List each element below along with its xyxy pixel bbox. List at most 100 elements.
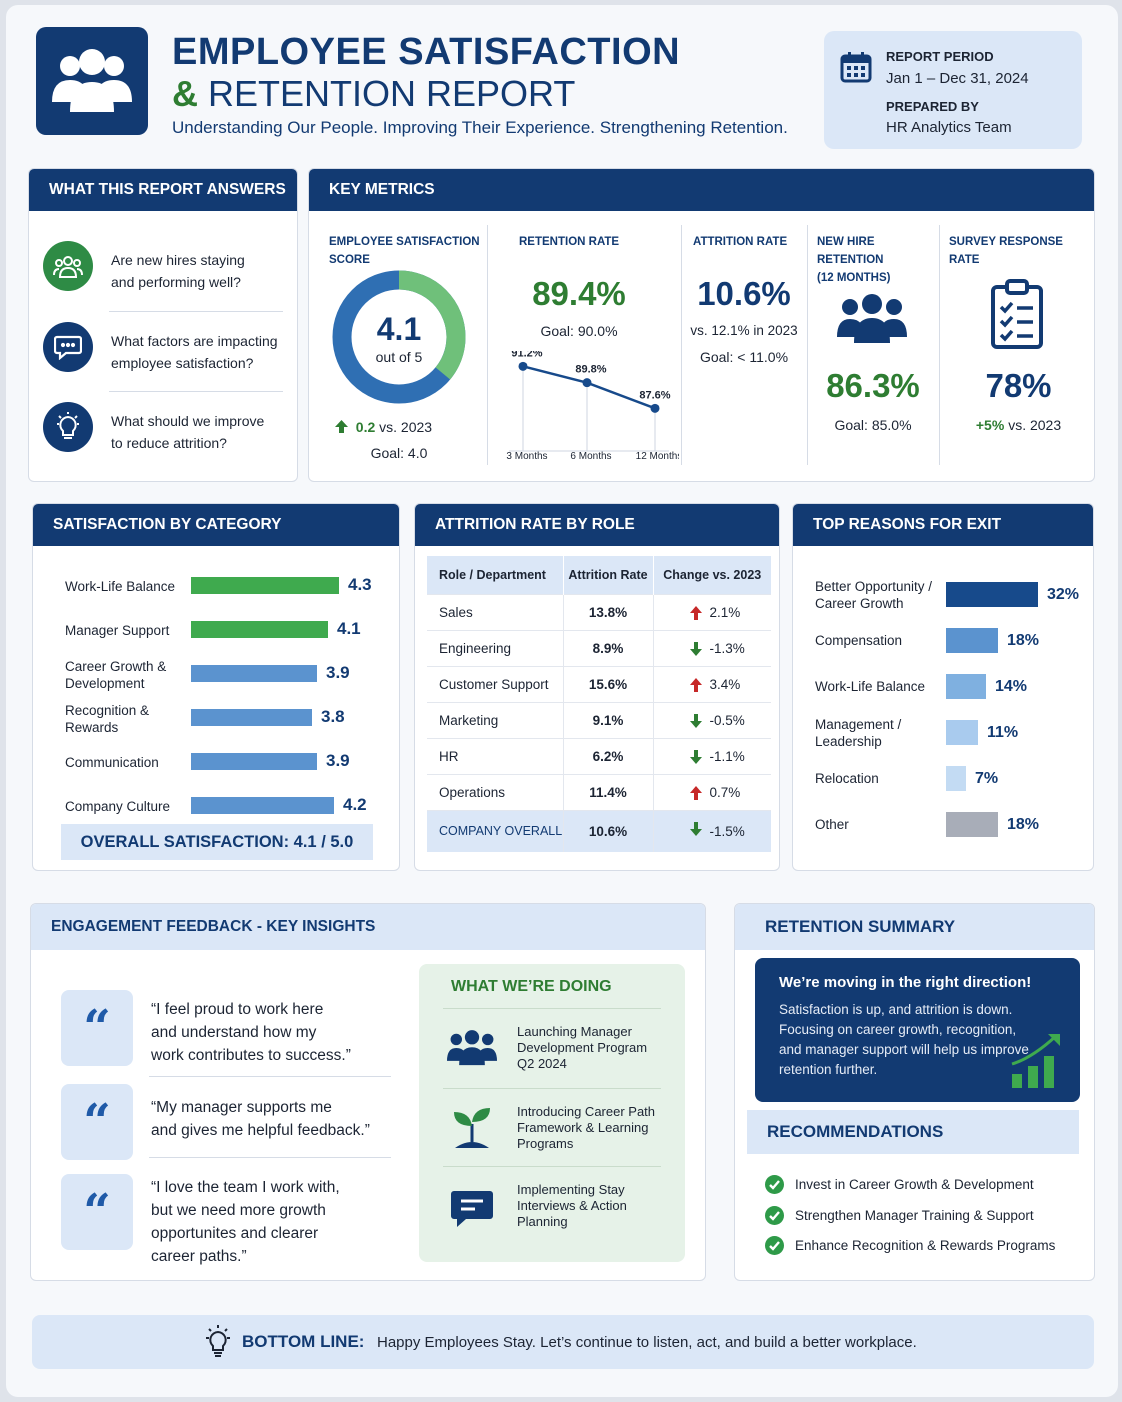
quote-item: “ “I feel proud to work here and understa…	[61, 990, 391, 1080]
lightbulb-icon	[43, 402, 93, 452]
doing-title: WHAT WE’RE DOING	[451, 978, 612, 995]
bar	[946, 812, 998, 837]
key-metrics-card: KEY METRICS EMPLOYEE SATISFACTION SCORE 4…	[308, 168, 1095, 482]
table-cell: 8.9%	[562, 629, 653, 666]
category-label: Better Opportunity / Career Growth	[815, 579, 933, 611]
retention-metric: RETENTION RATE 89.4% Goal: 90.0% 91.2% 3 …	[489, 211, 679, 467]
attrition-table: Role / Department Attrition Rate Change …	[427, 556, 771, 852]
question-text: What should we improve to reduce attritio…	[111, 413, 265, 451]
overall-satisfaction-value: 4.1 / 5.0	[293, 832, 354, 851]
chat-icon	[43, 322, 93, 372]
category-label: Work-Life Balance	[65, 579, 176, 594]
quote-item: “ “My manager supports me and gives me he…	[61, 1084, 391, 1164]
clipboard-checklist-icon	[991, 279, 1043, 349]
new-hire-goal: Goal: 85.0%	[834, 417, 912, 433]
category-label: Work-Life Balance	[815, 679, 926, 694]
table-cell: HR	[427, 737, 563, 774]
table-cell: COMPANY OVERALL	[427, 809, 563, 852]
bar	[191, 797, 334, 814]
category-label: Relocation	[815, 771, 879, 786]
bar-value-label: 18%	[1007, 632, 1040, 649]
retention-summary-title: RETENTION SUMMARY	[735, 904, 1094, 950]
divider	[443, 1088, 661, 1089]
bar-value-label: 3.8	[321, 707, 345, 726]
feedback-title: ENGAGEMENT FEEDBACK - KEY INSIGHTS	[31, 904, 705, 950]
category-label: Recognition & Rewards	[65, 703, 150, 735]
overall-satisfaction-bar: OVERALL SATISFACTION: 4.1 / 5.0	[61, 824, 373, 860]
check-icon	[765, 1206, 784, 1225]
lightbulb-icon	[206, 1325, 230, 1357]
doing-text: Implementing Stay Interviews & Action Plan…	[517, 1182, 627, 1229]
retention-summary-card: RETENTION SUMMARY We’re moving in the ri…	[734, 903, 1095, 1281]
category-label: Company Culture	[65, 799, 171, 814]
retention-data-label: 91.2%	[511, 351, 542, 359]
table-cell: 11.4%	[562, 773, 653, 810]
retention-tick-label: 6 Months	[570, 451, 611, 461]
bar-value-label: 3.9	[326, 751, 350, 770]
table-row: Customer Support 15.6% 3.4%	[427, 665, 771, 702]
retention-goal: Goal: 90.0%	[540, 323, 618, 339]
quote-text: “My manager supports me and gives me help…	[151, 1099, 370, 1139]
doing-item: Launching Manager Development Program Q2 2…	[443, 1024, 661, 1084]
donut-arc	[332, 270, 466, 404]
doing-text: Introducing Career Path Framework & Learn…	[517, 1104, 656, 1151]
bottom-line-text: Happy Employees Stay. Let’s continue to …	[377, 1334, 917, 1351]
table-row: Engineering 8.9% -1.3%	[427, 629, 771, 666]
direction-box: We’re moving in the right direction! Sat…	[755, 958, 1080, 1102]
check-icon	[765, 1236, 784, 1255]
table-row: Operations 11.4% 0.7%	[427, 773, 771, 810]
questions-title: WHAT THIS REPORT ANSWERS	[29, 169, 297, 211]
satisfaction-category-title: SATISFACTION BY CATEGORY	[33, 504, 399, 546]
bar-value-label: 4.3	[348, 575, 372, 594]
category-label: Communication	[65, 755, 159, 770]
bar-value-label: 4.1	[337, 619, 361, 638]
attrition-goal: Goal: < 11.0%	[699, 349, 789, 365]
table-row: Marketing 9.1% -0.5%	[427, 701, 771, 738]
exit-reasons-title: TOP REASONS FOR EXIT	[793, 504, 1093, 546]
bar	[946, 766, 966, 791]
bar-value-label: 4.2	[343, 795, 367, 814]
category-label: Career Growth & Development	[65, 659, 167, 691]
quote-item: “ “I love the team I work with, but we ne…	[61, 1174, 391, 1274]
retention-data-label: 89.8%	[575, 364, 606, 376]
quote-icon: “	[61, 1084, 133, 1160]
table-cell: -1.5%	[652, 809, 771, 852]
table-cell: 2.1%	[652, 593, 771, 630]
table-cell: Operations	[427, 773, 563, 810]
satisfaction-category-card: SATISFACTION BY CATEGORY Work-Life Balan…	[32, 503, 400, 871]
column-header: Role / Department	[427, 556, 563, 594]
divider	[807, 225, 808, 465]
divider	[939, 225, 940, 465]
question-item: What should we improve to reduce attritio…	[43, 392, 283, 462]
category-label: Manager Support	[65, 623, 170, 638]
satisfaction-value: 4.1	[376, 311, 422, 347]
questions-card: WHAT THIS REPORT ANSWERS Are new hires s…	[28, 168, 298, 482]
category-label: Other	[815, 817, 849, 832]
table-cell: Customer Support	[427, 665, 563, 702]
bar	[191, 621, 328, 638]
message-icon	[451, 1191, 493, 1227]
arrow-down-icon	[689, 821, 702, 836]
table-header: Role / Department Attrition Rate Change …	[427, 556, 771, 594]
divider	[109, 311, 283, 312]
column-header: Attrition Rate	[562, 556, 653, 594]
attrition-value: 10.6%	[697, 275, 791, 312]
period-label: REPORT PERIOD	[886, 49, 994, 64]
satisfaction-out-of: out of 5	[375, 349, 423, 365]
attrition-role-title: ATTRITION RATE BY ROLE	[415, 504, 779, 546]
table-cell: -1.1%	[652, 737, 771, 774]
category-label: Compensation	[815, 633, 903, 648]
divider	[443, 1166, 661, 1167]
divider	[487, 225, 488, 465]
people-icon	[43, 241, 93, 291]
retention-data-label: 87.6%	[639, 389, 670, 401]
bar	[946, 582, 1038, 607]
calendar-icon	[840, 52, 872, 83]
bar	[191, 709, 312, 726]
quote-text: “I feel proud to work here and understand…	[151, 1001, 351, 1064]
table-row: HR 6.2% -1.1%	[427, 737, 771, 774]
arrow-down-icon	[689, 713, 702, 728]
title-line2-text: RETENTION REPORT	[208, 73, 576, 114]
divider	[149, 1157, 391, 1158]
bar	[191, 753, 317, 770]
